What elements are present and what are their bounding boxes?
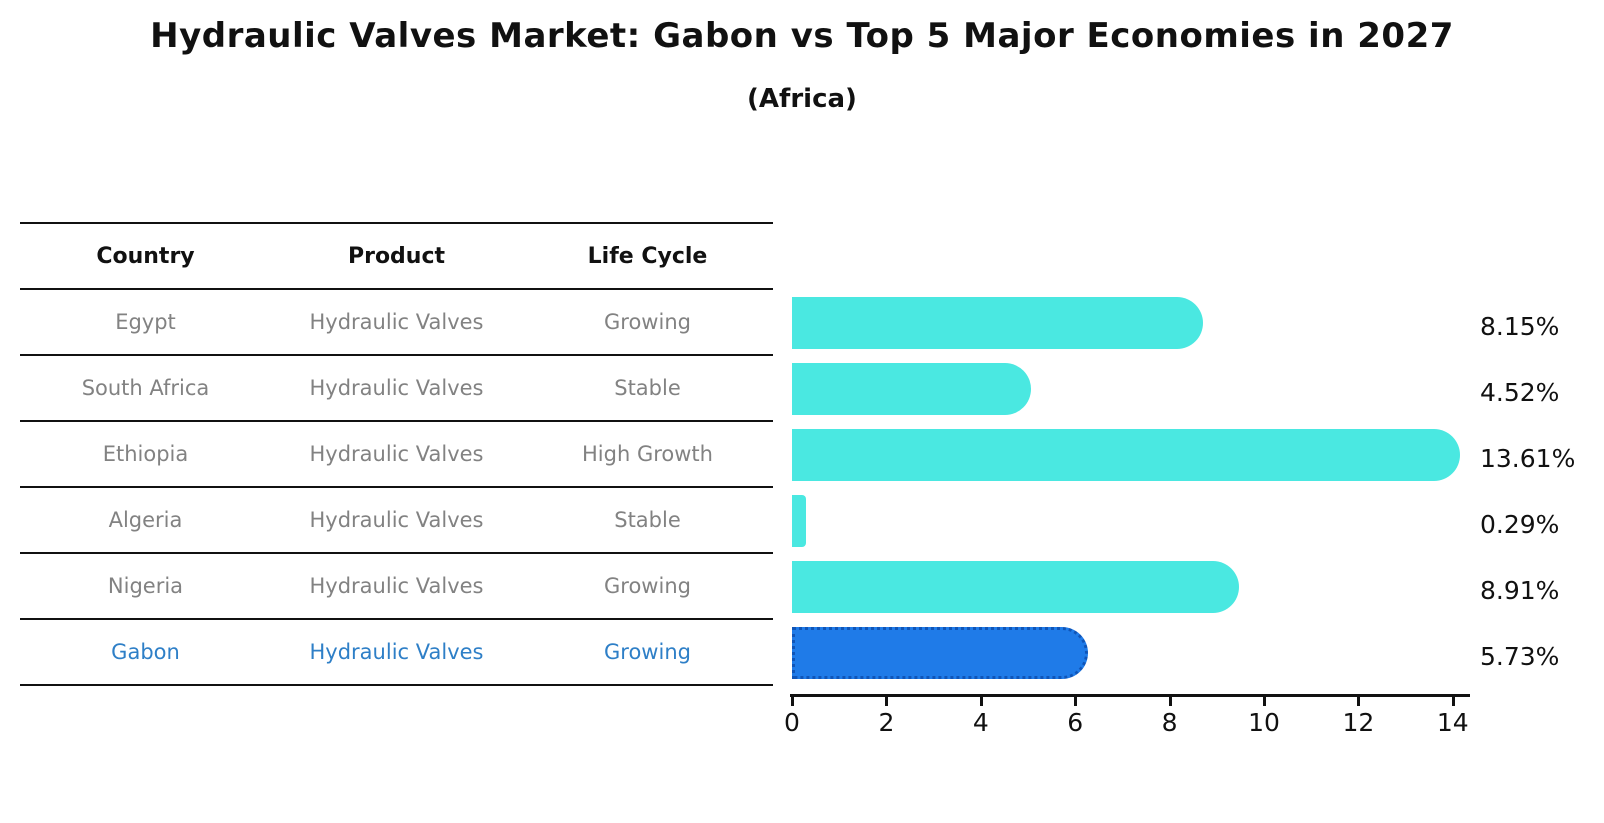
x-tick-mark [1168,697,1172,706]
table-header-product: Product [347,243,446,269]
chart-subtitle: (Africa) [747,84,857,114]
lifecycle-cell: Growing [604,574,691,598]
table-row: Gabon Hydraulic Valves Growing [20,620,773,686]
x-tick-mark [791,697,794,706]
value-label: 0.29% [1480,510,1560,539]
table-row: Egypt Hydraulic Valves Growing [20,290,773,356]
table-header-country: Country [96,243,195,269]
x-axis-line [790,694,1470,697]
bar [792,561,1239,613]
country-cell: Algeria [108,508,183,532]
x-tick-mark [885,697,889,706]
value-label: 8.91% [1480,576,1560,605]
table-header-lifecycle: Life Cycle [587,243,708,269]
value-label: 5.73% [1480,642,1560,671]
table-header-row: Country Product Life Cycle [20,222,773,290]
x-tick-mark [1357,697,1361,706]
x-tick-label: 14 [1436,708,1469,737]
bar [792,495,806,547]
country-cell: Ethiopia [102,442,189,466]
country-cell: Nigeria [107,574,184,598]
x-tick-label: 10 [1248,708,1280,737]
lifecycle-cell: High Growth [582,442,713,466]
lifecycle-cell: Growing [604,640,691,664]
table-row: Algeria Hydraulic Valves Stable [20,488,773,554]
table-row: South Africa Hydraulic Valves Stable [20,356,773,422]
x-tick-label: 8 [1161,708,1178,737]
product-cell: Hydraulic Valves [309,376,484,400]
x-tick-label: 6 [1067,708,1084,737]
product-cell: Hydraulic Valves [309,310,484,334]
value-label: 13.61% [1480,444,1576,473]
country-cell: South Africa [81,376,210,400]
x-tick-mark [979,697,983,706]
x-tick-mark [1074,697,1078,706]
bar [792,363,1032,415]
product-cell: Hydraulic Valves [309,442,484,466]
bar-highlight [792,627,1089,679]
lifecycle-cell: Growing [604,310,691,334]
lifecycle-cell: Stable [614,508,681,532]
x-tick-label: 12 [1342,708,1375,737]
bar [792,429,1461,481]
x-tick-label: 2 [878,708,895,737]
table-row: Nigeria Hydraulic Valves Growing [20,554,773,620]
x-tick-mark [1263,697,1266,706]
lifecycle-cell: Stable [614,376,681,400]
chart-title: Hydraulic Valves Market: Gabon vs Top 5 … [150,16,1454,56]
table-row: Ethiopia Hydraulic Valves High Growth [20,422,773,488]
x-tick-mark [1451,697,1455,706]
table-body: Egypt Hydraulic Valves Growing South Africa… [20,290,773,686]
product-cell: Hydraulic Valves [309,574,484,598]
value-label: 4.52% [1480,378,1560,407]
x-tick-label: 4 [972,708,989,737]
country-cell: Gabon [111,640,180,664]
bar [792,297,1203,349]
value-label: 8.15% [1480,312,1560,341]
data-table: Country Product Life Cycle Egypt Hydrauli… [20,222,773,686]
x-tick-label: 0 [784,708,800,737]
product-cell: Hydraulic Valves [309,508,484,532]
country-cell: Egypt [115,310,176,334]
product-cell: Hydraulic Valves [309,640,484,664]
